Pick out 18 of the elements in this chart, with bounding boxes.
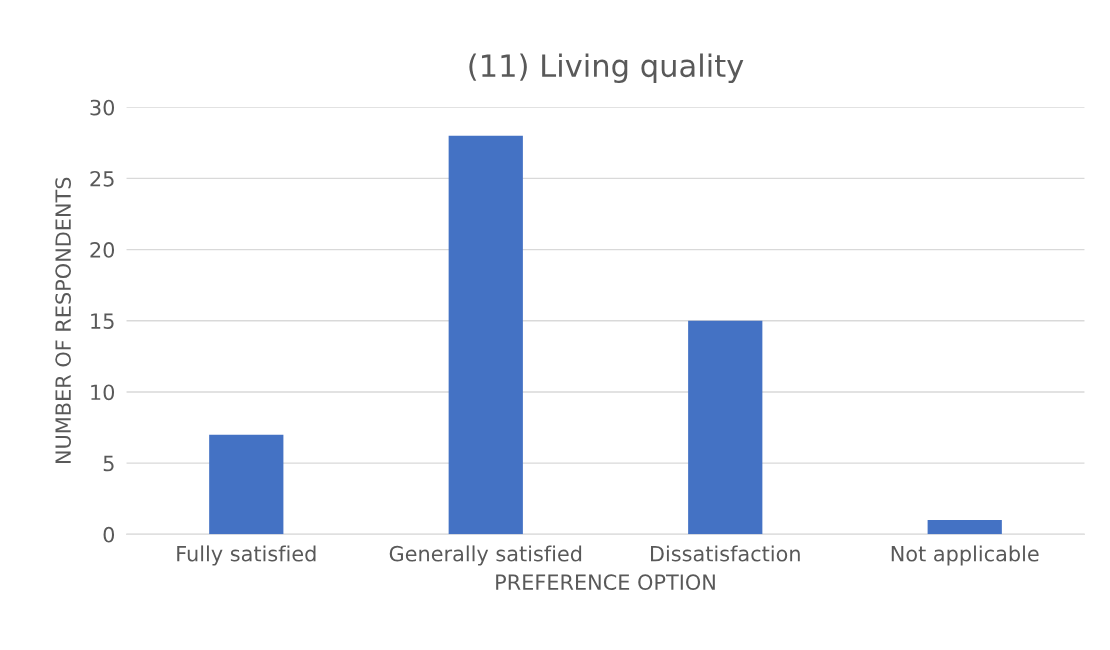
- y-tick-label: 25: [90, 170, 114, 187]
- bar: [448, 135, 523, 535]
- x-tick-label: Not applicable: [891, 545, 1039, 566]
- x-axis-title: PREFERENCE OPTION: [496, 574, 715, 591]
- y-tick-label: 20: [90, 242, 115, 258]
- y-tick-label: 5: [103, 455, 114, 472]
- x-tick-label: Dissatisfaction: [651, 545, 800, 562]
- y-axis-title: NUMBER OF RESPONDENTS: [55, 177, 71, 463]
- bar: [927, 520, 1002, 535]
- y-tick-label: 30: [90, 99, 115, 116]
- bar: [209, 434, 284, 535]
- x-tick-label: Fully satisfied: [177, 545, 316, 566]
- bar: [688, 320, 763, 535]
- y-tick-label: 10: [91, 384, 115, 401]
- y-tick-label: 0: [103, 526, 115, 543]
- chart-title: (11) Living quality: [469, 53, 744, 84]
- y-tick-label: 15: [91, 313, 114, 329]
- x-tick-label: Generally satisfied: [389, 545, 582, 566]
